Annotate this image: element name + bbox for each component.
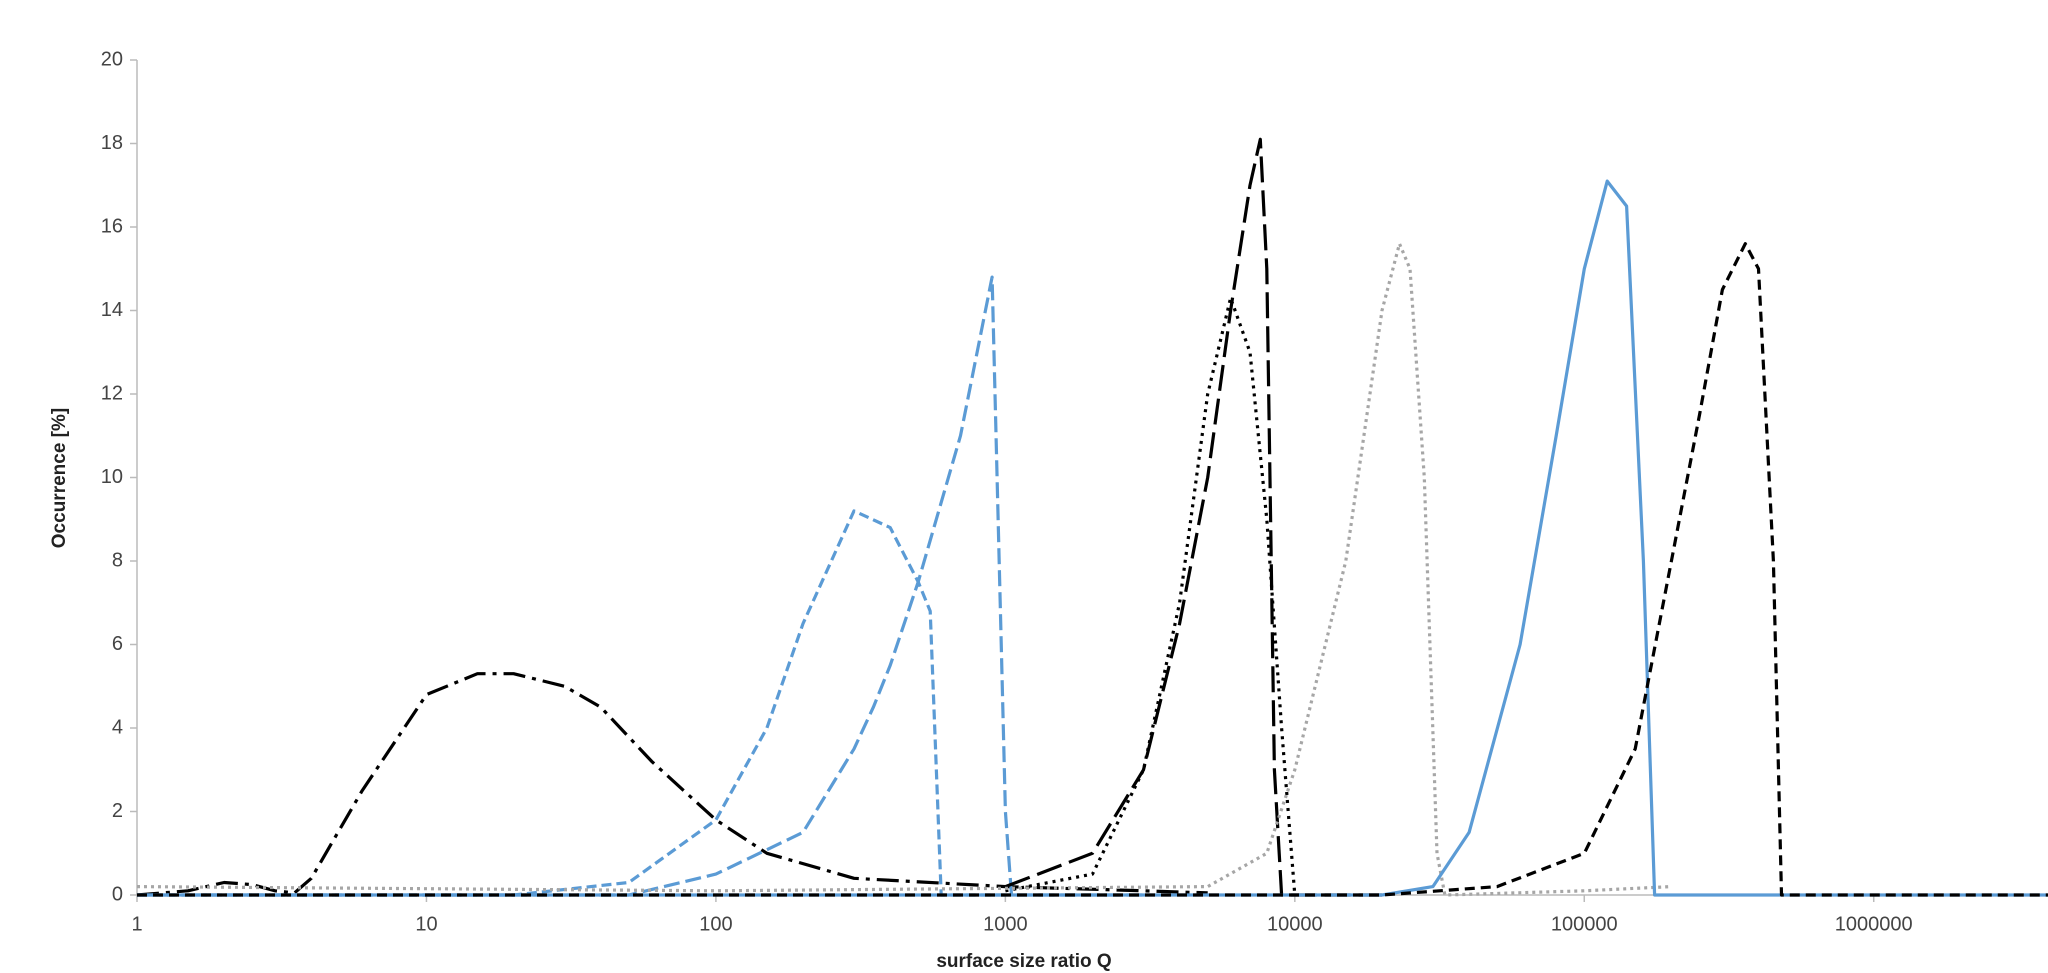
series-line <box>1005 296 1297 896</box>
series-line <box>137 509 1006 897</box>
x-tick-label: 1000000 <box>1835 913 1913 935</box>
y-tick-label: 0 <box>112 883 123 905</box>
series-line <box>137 242 2048 897</box>
series-line <box>137 275 1144 897</box>
x-axis-title: surface size ratio Q <box>936 951 1111 972</box>
y-tick-label: 8 <box>112 549 123 571</box>
series-line <box>1004 137 1382 897</box>
x-tick-label: 100000 <box>1551 913 1618 935</box>
x-tick-label: 10 <box>415 913 437 935</box>
y-tick-label: 6 <box>112 633 123 655</box>
series-line <box>136 242 1672 897</box>
series-line <box>136 672 1208 897</box>
y-tick-label: 16 <box>101 215 123 237</box>
y-axis-title: Occurrence [%] <box>49 408 70 548</box>
y-tick-label: 20 <box>101 48 123 70</box>
y-tick-label: 2 <box>112 800 123 822</box>
y-tick-label: 18 <box>101 132 123 154</box>
y-tick-label: 4 <box>112 716 123 738</box>
y-tick-label: 10 <box>101 466 123 488</box>
series-line <box>137 179 2048 897</box>
x-tick-label: 1000 <box>983 913 1028 935</box>
x-tick-label: 1 <box>131 913 142 935</box>
y-tick-label: 14 <box>101 299 123 321</box>
x-tick-label: 10000 <box>1267 913 1323 935</box>
y-tick-label: 12 <box>101 382 123 404</box>
x-tick-label: 100 <box>699 913 732 935</box>
